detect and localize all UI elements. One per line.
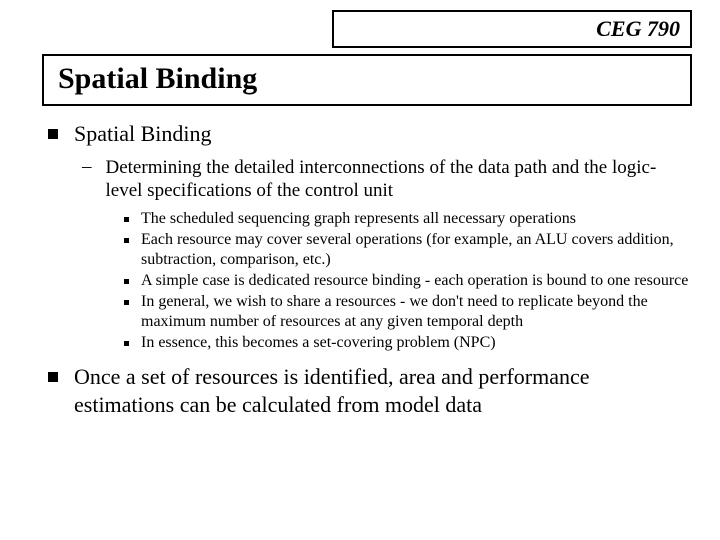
dot-bullet-icon [124,238,129,243]
bullet-text: In general, we wish to share a resources… [141,292,690,332]
dash-bullet-icon: – [82,156,92,204]
bullet-text: Determining the detailed interconnection… [106,156,691,204]
course-code: CEG 790 [596,16,680,41]
bullet-level3: In essence, this becomes a set-covering … [124,333,690,353]
bullet-level1: Once a set of resources is identified, a… [48,363,690,418]
bullet-text: Spatial Binding [74,120,212,148]
slide-title: Spatial Binding [58,62,257,95]
bullet-level3: The scheduled sequencing graph represent… [124,209,690,229]
bullet-level3-group: The scheduled sequencing graph represent… [124,209,690,353]
bullet-level2: – Determining the detailed interconnecti… [82,156,690,204]
slide-title-box: Spatial Binding [42,54,692,106]
slide-content: Spatial Binding – Determining the detail… [48,120,690,426]
bullet-text: Each resource may cover several operatio… [141,230,690,270]
square-bullet-icon [48,129,58,139]
bullet-level1: Spatial Binding [48,120,690,148]
bullet-text: Once a set of resources is identified, a… [74,363,690,418]
bullet-text: A simple case is dedicated resource bind… [141,271,688,291]
bullet-level3: A simple case is dedicated resource bind… [124,271,690,291]
dot-bullet-icon [124,279,129,284]
square-bullet-icon [48,372,58,382]
bullet-text: The scheduled sequencing graph represent… [141,209,576,229]
bullet-level3: In general, we wish to share a resources… [124,292,690,332]
dot-bullet-icon [124,341,129,346]
dot-bullet-icon [124,217,129,222]
dot-bullet-icon [124,300,129,305]
bullet-text: In essence, this becomes a set-covering … [141,333,496,353]
bullet-level3: Each resource may cover several operatio… [124,230,690,270]
course-code-box: CEG 790 [332,10,692,48]
